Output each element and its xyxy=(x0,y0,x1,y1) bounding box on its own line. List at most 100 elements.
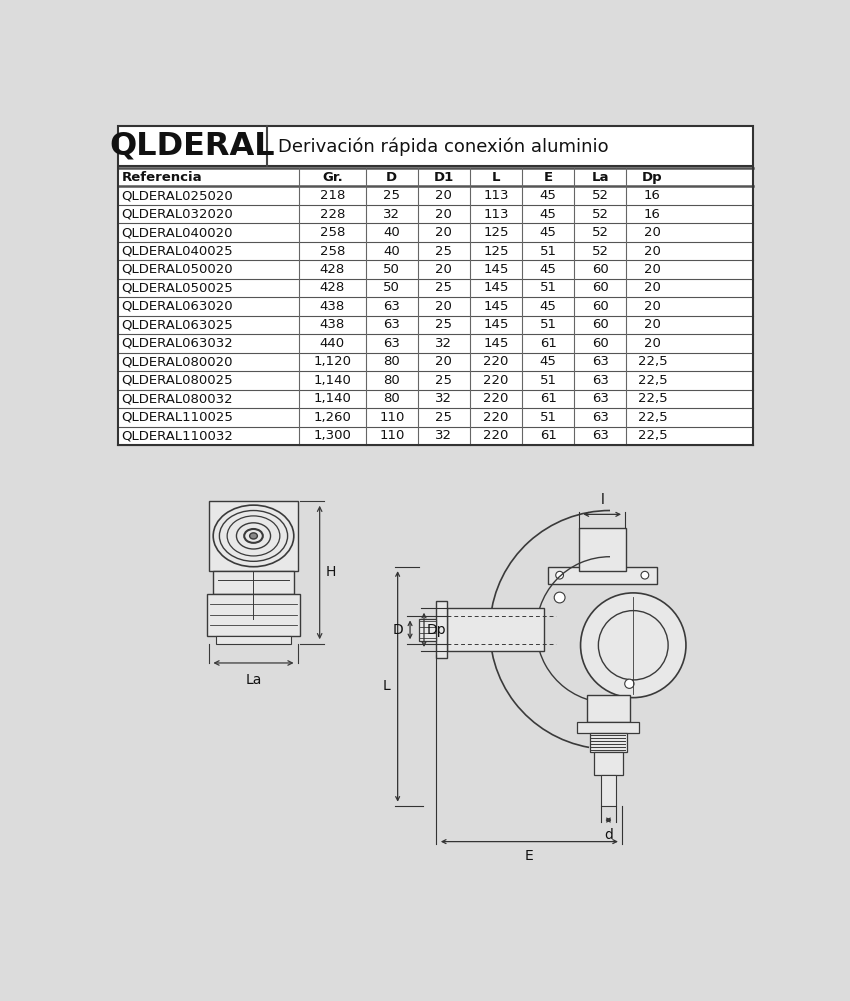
Text: 51: 51 xyxy=(540,410,557,423)
Text: 45: 45 xyxy=(540,300,557,313)
Text: 220: 220 xyxy=(484,355,508,368)
Text: 63: 63 xyxy=(592,410,609,423)
Text: 125: 125 xyxy=(484,244,509,257)
Text: 438: 438 xyxy=(320,318,345,331)
Text: QLDERAL032020: QLDERAL032020 xyxy=(122,207,234,220)
Text: QLDERAL110025: QLDERAL110025 xyxy=(122,410,234,423)
Text: 145: 145 xyxy=(484,300,508,313)
Text: 110: 110 xyxy=(379,410,405,423)
Text: 20: 20 xyxy=(435,263,452,276)
Text: 63: 63 xyxy=(592,374,609,386)
Text: 228: 228 xyxy=(320,207,345,220)
Text: 80: 80 xyxy=(383,355,400,368)
Text: 52: 52 xyxy=(592,226,609,239)
Text: 220: 220 xyxy=(484,429,508,442)
Text: 22,5: 22,5 xyxy=(638,392,667,405)
Bar xyxy=(436,602,447,659)
Text: QLDERAL040020: QLDERAL040020 xyxy=(122,226,233,239)
Circle shape xyxy=(625,679,634,689)
Text: 60: 60 xyxy=(592,281,609,294)
Text: QLDERAL110032: QLDERAL110032 xyxy=(122,429,234,442)
Text: 20: 20 xyxy=(435,189,452,202)
Text: 32: 32 xyxy=(435,392,452,405)
Text: La: La xyxy=(592,170,609,183)
Text: Gr.: Gr. xyxy=(322,170,343,183)
Text: 50: 50 xyxy=(383,263,400,276)
Text: 22,5: 22,5 xyxy=(638,355,667,368)
Bar xyxy=(213,571,293,594)
Text: 45: 45 xyxy=(540,207,557,220)
Text: E: E xyxy=(525,849,534,863)
Bar xyxy=(209,502,298,571)
Text: QLDERAL: QLDERAL xyxy=(110,131,275,162)
Text: 22,5: 22,5 xyxy=(638,374,667,386)
Text: 60: 60 xyxy=(592,263,609,276)
Text: 25: 25 xyxy=(435,244,452,257)
Circle shape xyxy=(581,593,686,698)
Text: 20: 20 xyxy=(644,337,660,350)
Bar xyxy=(118,168,753,445)
Text: 428: 428 xyxy=(320,263,345,276)
Text: 145: 145 xyxy=(484,318,508,331)
Text: 258: 258 xyxy=(320,226,345,239)
Text: 218: 218 xyxy=(320,189,345,202)
Text: 20: 20 xyxy=(644,263,660,276)
Text: 32: 32 xyxy=(435,337,452,350)
Circle shape xyxy=(556,572,564,579)
Text: L: L xyxy=(492,170,501,183)
Text: QLDERAL080020: QLDERAL080020 xyxy=(122,355,233,368)
Text: 60: 60 xyxy=(592,318,609,331)
Text: 80: 80 xyxy=(383,374,400,386)
Text: 63: 63 xyxy=(383,337,400,350)
Text: QLDERAL040025: QLDERAL040025 xyxy=(122,244,234,257)
Text: 63: 63 xyxy=(383,300,400,313)
Text: 63: 63 xyxy=(592,355,609,368)
Text: 63: 63 xyxy=(592,392,609,405)
Bar xyxy=(579,529,626,571)
Text: 145: 145 xyxy=(484,337,508,350)
Text: 25: 25 xyxy=(435,374,452,386)
Bar xyxy=(207,594,300,636)
Text: 60: 60 xyxy=(592,337,609,350)
Text: D: D xyxy=(386,170,397,183)
Text: 25: 25 xyxy=(435,281,452,294)
Text: 145: 145 xyxy=(484,263,508,276)
Text: 40: 40 xyxy=(383,244,400,257)
Text: 25: 25 xyxy=(435,410,452,423)
Text: 20: 20 xyxy=(644,300,660,313)
Text: 32: 32 xyxy=(435,429,452,442)
Bar xyxy=(577,723,639,733)
Text: 20: 20 xyxy=(435,226,452,239)
Text: QLDERAL050020: QLDERAL050020 xyxy=(122,263,234,276)
Text: 25: 25 xyxy=(435,318,452,331)
Text: QLDERAL080025: QLDERAL080025 xyxy=(122,374,234,386)
Text: 51: 51 xyxy=(540,318,557,331)
Text: 428: 428 xyxy=(320,281,345,294)
Text: 45: 45 xyxy=(540,355,557,368)
Text: 20: 20 xyxy=(644,318,660,331)
Bar xyxy=(216,636,292,644)
Text: 32: 32 xyxy=(383,207,400,220)
Text: QLDERAL063032: QLDERAL063032 xyxy=(122,337,234,350)
Text: Referencia: Referencia xyxy=(122,170,202,183)
Text: 45: 45 xyxy=(540,189,557,202)
Text: 60: 60 xyxy=(592,300,609,313)
Text: 40: 40 xyxy=(383,226,400,239)
Text: QLDERAL063020: QLDERAL063020 xyxy=(122,300,234,313)
Text: 113: 113 xyxy=(484,189,509,202)
Text: 1,120: 1,120 xyxy=(314,355,351,368)
Text: 51: 51 xyxy=(540,281,557,294)
Text: 20: 20 xyxy=(435,300,452,313)
Text: Dp: Dp xyxy=(427,623,447,637)
Text: 20: 20 xyxy=(435,355,452,368)
Text: QLDERAL063025: QLDERAL063025 xyxy=(122,318,234,331)
Text: 16: 16 xyxy=(644,207,660,220)
Text: 63: 63 xyxy=(592,429,609,442)
Text: 258: 258 xyxy=(320,244,345,257)
Text: L: L xyxy=(382,680,390,694)
Text: 61: 61 xyxy=(540,392,557,405)
Text: 220: 220 xyxy=(484,374,508,386)
Bar xyxy=(590,733,627,753)
Text: 61: 61 xyxy=(540,337,557,350)
Bar xyxy=(587,696,630,723)
